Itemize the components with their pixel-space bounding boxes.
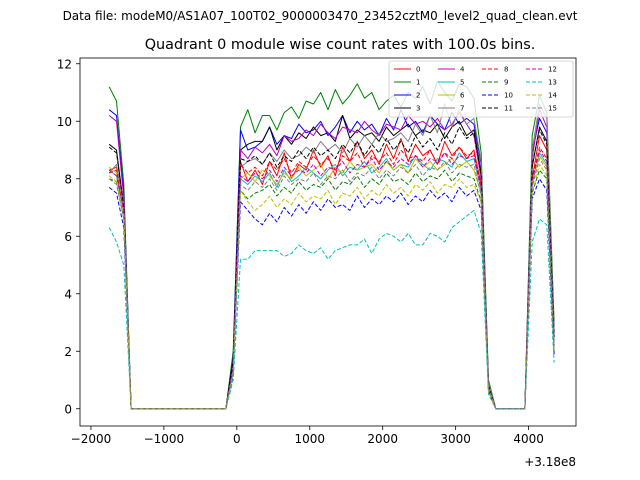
legend-label-11: 11	[504, 105, 513, 113]
series-line-15	[108, 158, 555, 410]
x-tick-label: −1000	[144, 432, 185, 446]
y-tick-label: 0	[64, 402, 72, 416]
x-tick-label: 1000	[294, 432, 325, 446]
y-tick-label: 8	[64, 172, 72, 186]
legend-label-7: 7	[460, 105, 464, 113]
x-axis-offset-label: +3.18e8	[524, 455, 576, 469]
y-tick-label: 4	[64, 287, 72, 301]
legend-label-0: 0	[416, 66, 420, 74]
x-tick-label: 3000	[440, 432, 471, 446]
series-line-14	[108, 163, 555, 410]
y-axis: 0 2 4 6 8 10 12	[57, 57, 80, 416]
legend-label-14: 14	[548, 92, 557, 100]
legend-label-15: 15	[548, 105, 557, 113]
x-tick-label: 0	[233, 432, 241, 446]
y-tick-label: 10	[57, 115, 72, 129]
legend-label-4: 4	[460, 66, 465, 74]
x-tick-label: 2000	[367, 432, 398, 446]
legend-label-6: 6	[460, 92, 465, 100]
legend-label-8: 8	[504, 66, 508, 74]
chart-title: Quadrant 0 module wise count rates with …	[145, 37, 536, 53]
legend-label-2: 2	[416, 92, 420, 100]
legend-label-1: 1	[416, 79, 420, 87]
x-tick-label: −2000	[71, 432, 112, 446]
figure-suptitle: Data file: modeM0/AS1A07_100T02_90000034…	[63, 9, 578, 23]
legend-label-13: 13	[548, 79, 557, 87]
legend-label-10: 10	[504, 92, 513, 100]
legend-label-9: 9	[504, 79, 508, 87]
series-line-8	[109, 146, 555, 410]
series-lines	[108, 80, 555, 410]
plot-area	[79, 57, 577, 427]
x-axis: −2000 −1000 0 1000 2000 3000 4000	[71, 426, 544, 446]
legend-frame	[388, 60, 574, 118]
y-tick-label: 6	[64, 230, 72, 244]
y-tick-label: 12	[57, 57, 72, 71]
axes-frame	[79, 57, 577, 427]
legend-label-3: 3	[416, 105, 420, 113]
x-tick-label: 4000	[513, 432, 544, 446]
series-line-13	[108, 209, 555, 410]
legend-label-5: 5	[460, 79, 464, 87]
legend-label-12: 12	[548, 66, 557, 74]
y-tick-label: 2	[64, 345, 72, 359]
